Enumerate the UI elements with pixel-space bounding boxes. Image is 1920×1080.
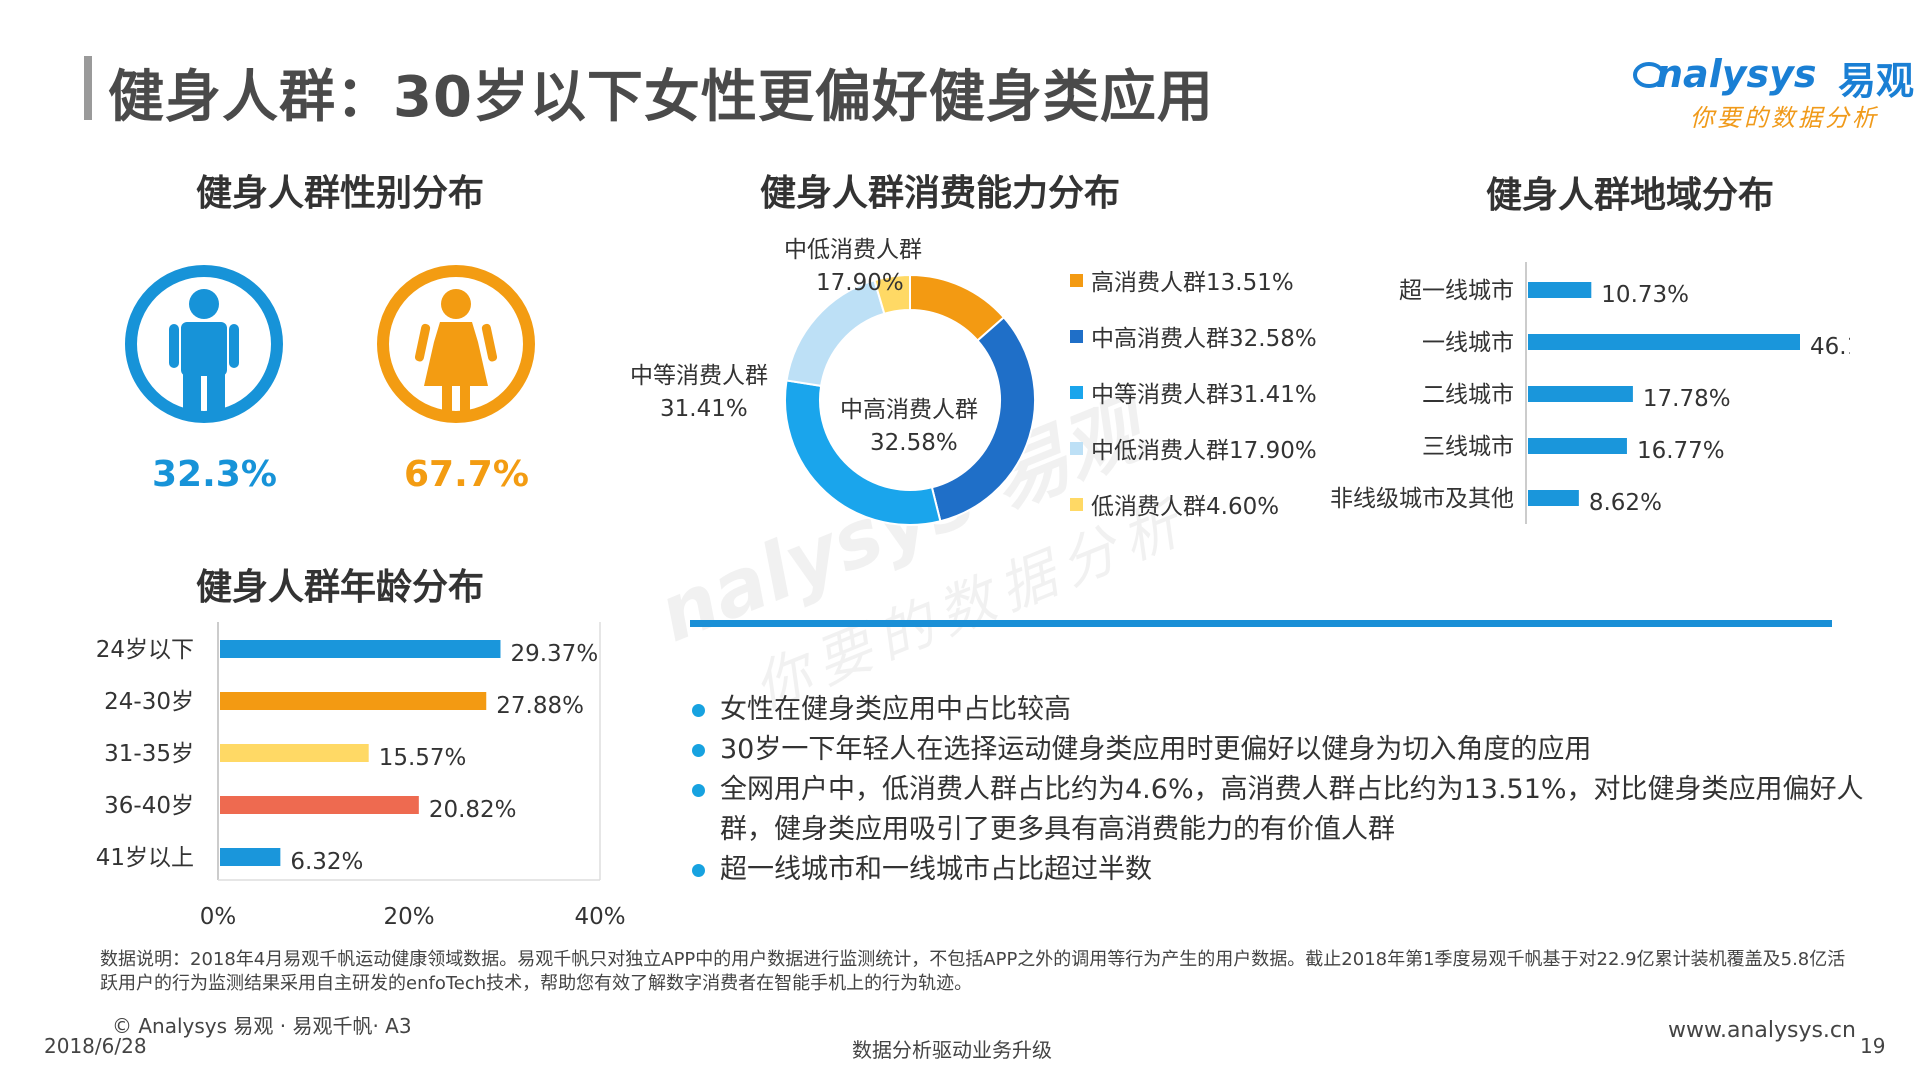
bullet-item: 30岁一下年轻人在选择运动健身类应用时更偏好以健身为切入角度的应用 <box>690 730 1870 770</box>
bullet-item: 超一线城市和一线城市占比超过半数 <box>690 850 1870 890</box>
region-value-label: 10.73% <box>1601 282 1689 308</box>
region-category-label: 一线城市 <box>1422 330 1514 356</box>
gender-title: 健身人群性别分布 <box>195 173 484 214</box>
legend-item: 低消费人群4.60% <box>1070 476 1317 532</box>
age-value-label: 15.57% <box>379 745 467 771</box>
donut-slice <box>873 273 911 315</box>
region-category-label: 非线级城市及其他 <box>1330 486 1514 512</box>
footer-date: 2018/6/28 <box>44 1034 147 1058</box>
age-value-label: 27.88% <box>496 693 584 719</box>
consumption-title: 健身人群消费能力分布 <box>759 173 1120 214</box>
age-x-tick-label: 20% <box>383 904 434 930</box>
age-bar <box>220 848 281 866</box>
age-category-label: 31-35岁 <box>104 741 194 767</box>
female-person-icon <box>374 262 538 430</box>
legend-swatch <box>1070 329 1083 343</box>
age-value-label: 29.37% <box>510 641 598 667</box>
donut-label-zhongdi-name: 中低消费人群 <box>784 237 922 263</box>
region-bar <box>1528 386 1633 402</box>
footer-website: www.analysys.cn <box>1668 1018 1856 1043</box>
bullet-item: 全网用户中，低消费人群占比约为4.6%，高消费人群占比约为13.51%，对比健身… <box>690 770 1870 850</box>
logo-cn: 易观 <box>1838 59 1915 103</box>
donut-label-zhonggao-name: 中高消费人群 <box>840 397 978 423</box>
age-value-label: 6.32% <box>290 849 363 875</box>
age-bar <box>220 744 369 762</box>
page-title: 健身人群：30岁以下女性更偏好健身类应用 <box>108 65 1214 130</box>
legend-swatch <box>1070 385 1083 399</box>
legend-item: 中等消费人群31.41% <box>1070 364 1317 420</box>
legend-label: 中高消费人群32.58% <box>1091 326 1317 352</box>
age-x-tick-label: 40% <box>574 904 625 930</box>
region-value-label: 46.10% <box>1810 334 1850 360</box>
footer-copyright: © Analysys 易观 · 易观千帆· A3 <box>112 1014 412 1038</box>
region-bar <box>1528 282 1592 298</box>
footer-slogan: 数据分析驱动业务升级 <box>852 1038 1052 1062</box>
legend-item: 中低消费人群17.90% <box>1070 420 1317 476</box>
region-bar <box>1528 490 1579 506</box>
donut-label-zhongdeng-name: 中等消费人群 <box>630 363 768 389</box>
age-category-label: 36-40岁 <box>104 793 194 819</box>
region-category-label: 二线城市 <box>1422 382 1514 408</box>
region-bar <box>1528 334 1800 350</box>
age-category-label: 24岁以下 <box>96 637 194 663</box>
data-note: 数据说明：2018年4月易观千帆运动健康领域数据。易观千帆只对独立APP中的用户… <box>100 949 1846 994</box>
donut-label-zhongdi-value: 17.90% <box>816 270 904 296</box>
region-value-label: 16.77% <box>1637 438 1725 464</box>
age-category-label: 24-30岁 <box>104 689 194 715</box>
age-bar-chart: 24岁以下 29.37% 24-30岁 27.88% 31-35岁 15.57% 36-40… <box>96 622 626 930</box>
section-divider <box>690 620 1832 627</box>
age-bar <box>220 640 501 658</box>
region-value-label: 8.62% <box>1589 490 1662 516</box>
title-accent-bar <box>84 56 92 120</box>
legend-item: 高消费人群13.51% <box>1070 252 1317 308</box>
region-category-label: 三线城市 <box>1422 434 1514 460</box>
legend-label: 中等消费人群31.41% <box>1091 382 1317 408</box>
bullet-item: 女性在健身类应用中占比较高 <box>690 690 1870 730</box>
legend-label: 中低消费人群17.90% <box>1091 438 1317 464</box>
male-percent: 32.3% <box>152 454 277 495</box>
legend-swatch <box>1070 497 1083 511</box>
legend-item: 中高消费人群32.58% <box>1070 308 1317 364</box>
female-percent: 67.7% <box>404 454 529 495</box>
region-bar-chart: 超一线城市 10.73% 一线城市 46.10% 二线城市 17.78% 三线城市 16.77… <box>1330 262 1850 524</box>
consumption-donut-chart <box>784 273 1036 526</box>
logo-text: nalysys <box>1656 52 1817 96</box>
region-title: 健身人群地域分布 <box>1485 175 1774 216</box>
legend-swatch <box>1070 273 1083 287</box>
legend-swatch <box>1070 441 1083 455</box>
region-value-label: 17.78% <box>1643 386 1731 412</box>
footer-page-number: 19 <box>1860 1034 1886 1058</box>
logo-mark-icon <box>1632 56 1666 94</box>
consumption-legend: 高消费人群13.51% 中高消费人群32.58% 中等消费人群31.41% 中低消费人… <box>1070 252 1317 532</box>
logo-slogan: 你要的数据分析 <box>1690 104 1879 132</box>
age-title: 健身人群年龄分布 <box>195 567 484 608</box>
legend-label: 低消费人群4.60% <box>1091 494 1280 520</box>
age-x-tick-label: 0% <box>200 904 237 930</box>
legend-label: 高消费人群13.51% <box>1091 270 1294 296</box>
donut-slice <box>785 278 886 388</box>
age-bar <box>220 692 487 710</box>
key-findings: 女性在健身类应用中占比较高 30岁一下年轻人在选择运动健身类应用时更偏好以健身为… <box>690 690 1870 890</box>
male-person-icon <box>122 262 286 430</box>
age-bar <box>220 796 419 814</box>
age-value-label: 20.82% <box>429 797 517 823</box>
donut-label-zhongdeng-value: 31.41% <box>660 396 748 422</box>
donut-label-zhonggao-value: 32.58% <box>870 430 958 456</box>
age-category-label: 41岁以上 <box>96 845 194 871</box>
region-category-label: 超一线城市 <box>1399 278 1514 304</box>
region-bar <box>1528 438 1627 454</box>
